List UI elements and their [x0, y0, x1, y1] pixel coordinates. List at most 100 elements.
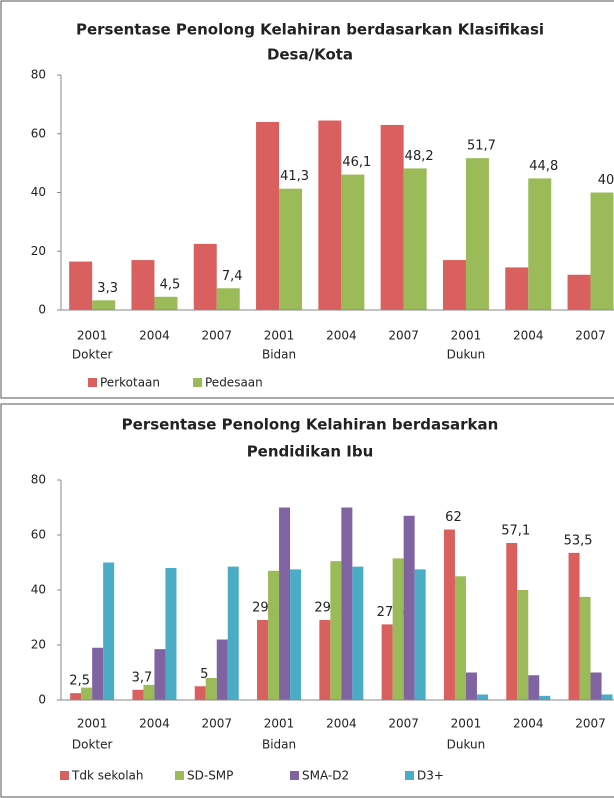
data-label: 44,8	[529, 159, 558, 174]
y-tick-label: 40	[31, 185, 46, 199]
data-label: 4,5	[160, 277, 181, 292]
group-label: Bidan	[262, 348, 296, 362]
bar	[403, 515, 415, 700]
bar	[403, 168, 427, 310]
bar	[154, 649, 166, 700]
x-tick-label: 2004	[139, 717, 170, 731]
bar	[528, 675, 540, 700]
bar	[216, 639, 228, 700]
x-tick-label: 2007	[575, 329, 606, 343]
bar	[81, 687, 93, 700]
data-label: 5	[200, 667, 208, 682]
y-tick-label: 80	[31, 473, 46, 487]
y-tick-label: 0	[38, 303, 46, 317]
bar	[92, 300, 116, 310]
chart-title: Pendidikan Ibu	[247, 443, 374, 461]
bar	[154, 296, 178, 310]
bar	[590, 672, 602, 700]
data-label: 48,2	[405, 149, 434, 164]
bar	[506, 542, 518, 700]
data-label: 41,3	[280, 169, 309, 184]
bar	[341, 174, 365, 310]
y-tick-label: 0	[38, 693, 46, 707]
x-tick-label: 2004	[513, 329, 544, 343]
bar	[132, 689, 144, 700]
bar	[205, 678, 217, 700]
data-label: 57,1	[501, 523, 530, 538]
bar	[567, 274, 591, 310]
x-tick-label: 2007	[388, 329, 419, 343]
legend-swatch	[88, 378, 97, 387]
bar	[256, 122, 280, 310]
legend-swatch	[405, 771, 414, 780]
y-tick-label: 20	[31, 638, 46, 652]
x-tick-label: 2004	[326, 329, 357, 343]
bar	[319, 619, 331, 700]
group-label: Dukun	[447, 738, 486, 752]
chart-title: Persentase Penolong Kelahiran berdasarka…	[122, 416, 499, 434]
x-tick-label: 2001	[77, 717, 108, 731]
data-label: 3,3	[97, 281, 118, 296]
bar	[381, 624, 393, 700]
y-tick-label: 60	[31, 126, 46, 140]
data-label: 7,4	[222, 269, 243, 284]
x-tick-label: 2001	[77, 329, 108, 343]
y-tick-label: 40	[31, 583, 46, 597]
bar	[579, 596, 591, 700]
legend-swatch	[175, 771, 184, 780]
chart-title: Persentase Penolong Kelahiran berdasarka…	[76, 21, 544, 39]
bar	[454, 576, 466, 700]
bar	[465, 158, 489, 310]
y-tick-label: 20	[31, 244, 46, 258]
bar	[279, 188, 303, 310]
x-tick-label: 2007	[201, 717, 232, 731]
bar	[442, 260, 466, 310]
bar	[476, 694, 488, 700]
bar	[227, 566, 239, 700]
legend-label: Tdk sekolah	[71, 769, 144, 783]
group-label: Bidan	[262, 738, 296, 752]
x-tick-label: 2007	[575, 717, 606, 731]
legend-label: Pedesaan	[205, 376, 263, 390]
legend-swatch	[290, 771, 299, 780]
bar	[92, 647, 104, 700]
data-label: 2,5	[69, 674, 90, 689]
bar	[539, 695, 551, 700]
bar	[443, 529, 455, 700]
legend-label: Perkotaan	[100, 376, 160, 390]
bar	[268, 570, 280, 700]
group-label: Dokter	[72, 348, 113, 362]
y-tick-label: 80	[31, 68, 46, 82]
x-tick-label: 2001	[264, 329, 295, 343]
y-tick-label: 60	[31, 528, 46, 542]
bar	[568, 552, 580, 700]
chart-frame	[0, 0, 614, 399]
bar	[193, 243, 217, 310]
bar	[392, 558, 404, 700]
x-tick-label: 2001	[264, 717, 295, 731]
legend-swatch	[60, 771, 69, 780]
x-tick-label: 2004	[513, 717, 544, 731]
bar	[216, 288, 240, 310]
bar	[341, 507, 353, 700]
bar	[590, 192, 614, 310]
bar	[380, 124, 404, 310]
x-tick-label: 2007	[201, 329, 232, 343]
bar	[257, 619, 269, 700]
bar	[330, 561, 342, 700]
legend-label: D3+	[417, 769, 444, 783]
bar	[352, 566, 364, 700]
bar	[103, 562, 115, 700]
x-tick-label: 2001	[451, 717, 482, 731]
legend-label: SD-SMP	[187, 769, 233, 783]
legend-swatch	[193, 378, 202, 387]
bar	[165, 568, 177, 700]
bar	[318, 120, 342, 310]
bar	[70, 693, 82, 700]
data-label: 62	[445, 510, 462, 525]
data-label: 53,5	[564, 533, 593, 548]
bar	[69, 261, 93, 310]
bar	[528, 178, 552, 310]
